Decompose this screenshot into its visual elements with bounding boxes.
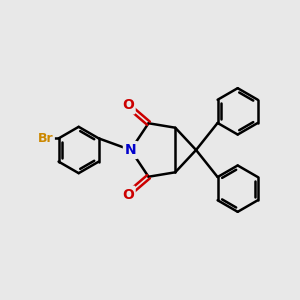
Text: O: O bbox=[122, 188, 134, 202]
Text: O: O bbox=[122, 98, 134, 112]
Text: N: N bbox=[125, 143, 136, 157]
Text: Br: Br bbox=[38, 132, 53, 145]
